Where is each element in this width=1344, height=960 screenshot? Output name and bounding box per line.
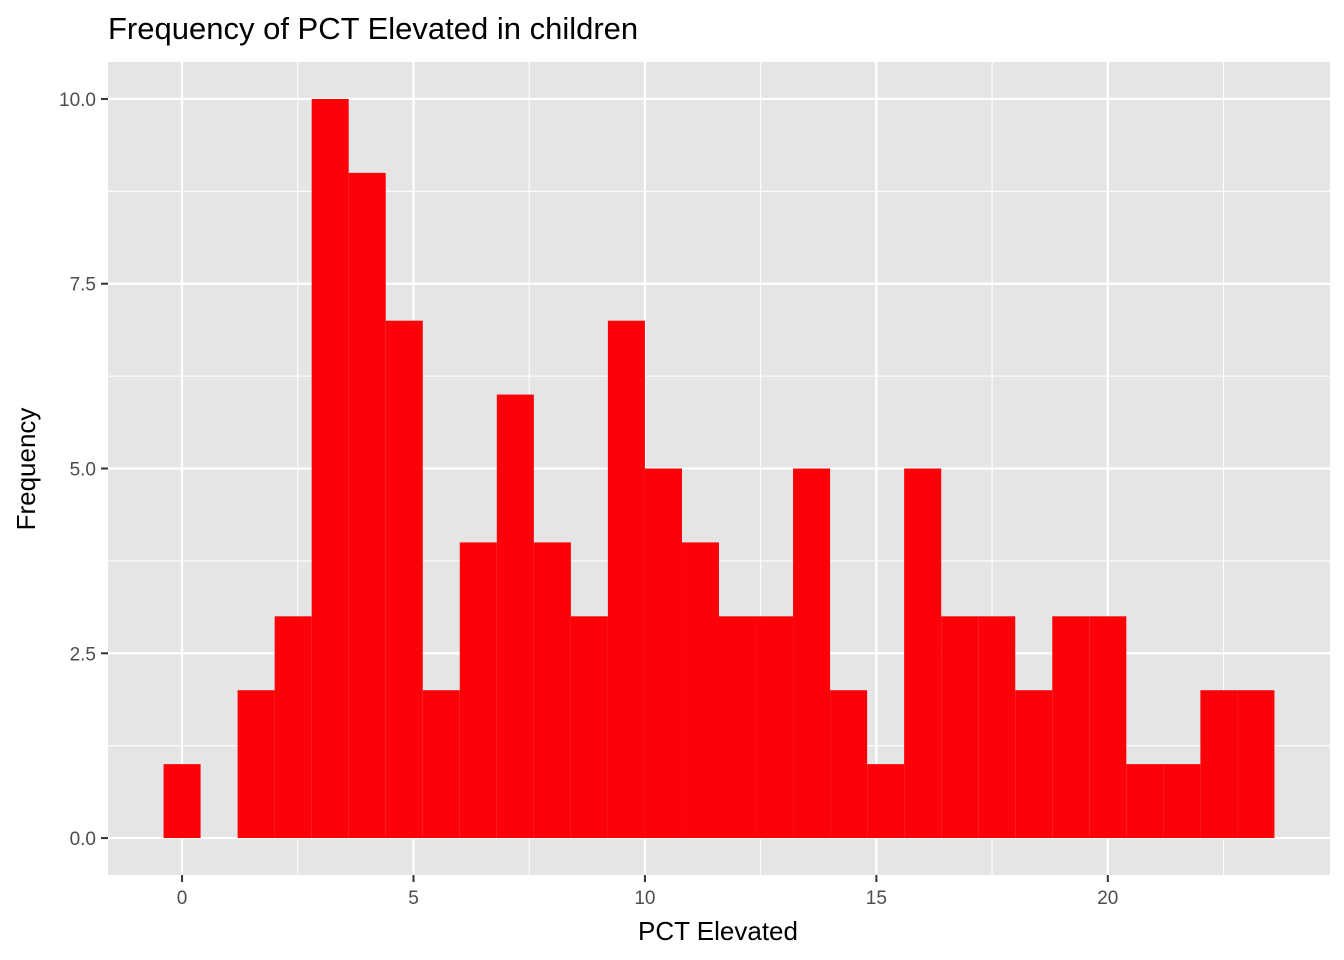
histogram-bar [496,394,534,839]
x-tick-label: 0 [177,888,188,909]
x-tick-label: 10 [634,888,655,909]
chart-title: Frequency of PCT Elevated in children [108,11,638,46]
x-tick-label: 5 [408,888,419,909]
histogram-bar [1200,690,1238,839]
y-tick-label: 2.5 [70,644,96,665]
histogram-bar [237,690,275,839]
y-tick-label: 0.0 [70,829,96,850]
histogram-bar [311,98,349,839]
histogram-bar [1237,690,1275,839]
x-axis: 0 5 10 15 20 [177,875,1118,909]
histogram-bar [385,320,423,839]
histogram-bar [904,468,942,839]
histogram-bar [1052,616,1090,839]
y-tick-label: 7.5 [70,275,96,296]
histogram-bar [978,616,1016,839]
x-axis-title: PCT Elevated [638,916,798,946]
x-tick-label: 15 [866,888,887,909]
x-tick-label: 20 [1097,888,1118,909]
histogram-bar [719,616,757,839]
histogram-bar [1126,764,1164,839]
histogram-bar [756,616,794,839]
histogram-bar [533,542,571,839]
histogram-bar [793,468,831,839]
histogram-bar [830,690,868,839]
histogram-bar [1015,690,1053,839]
histogram-bar [867,764,905,839]
histogram-bar [348,172,386,839]
histogram-bar [644,468,682,839]
histogram-bar [1089,616,1127,839]
histogram-bar [1163,764,1201,839]
histogram-bar [163,764,201,839]
histogram-bars [163,98,1275,839]
histogram-bar [941,616,979,839]
histogram-bar [570,616,608,839]
histogram-bar [459,542,497,839]
y-tick-label: 5.0 [70,460,96,481]
histogram-bar [681,542,719,839]
histogram-bar [422,690,460,839]
histogram-bar [274,616,312,839]
histogram-bar [607,320,645,839]
y-tick-label: 10.0 [59,90,96,111]
y-axis: 0.0 2.5 5.0 7.5 10.0 [59,90,108,850]
y-axis-title: Frequency [11,408,41,531]
